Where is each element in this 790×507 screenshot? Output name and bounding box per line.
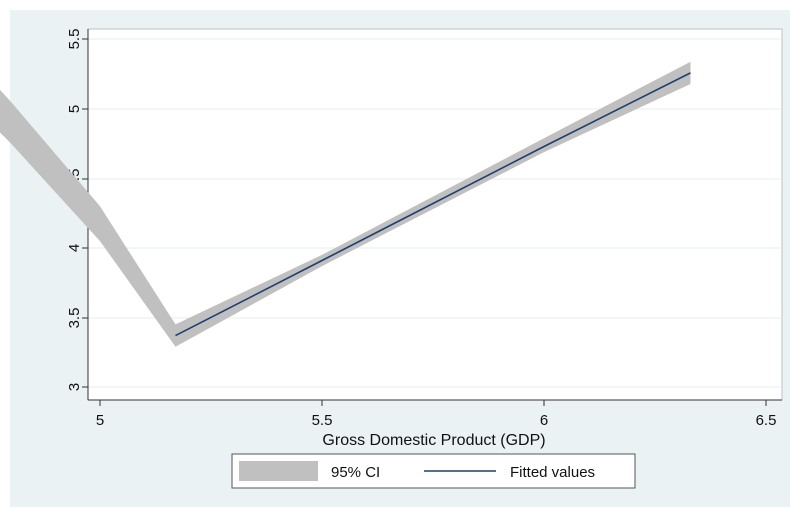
series-layer (0, 61, 691, 347)
y-tick-label: 3.5 (66, 308, 83, 329)
y-tick-label: 4 (66, 244, 83, 252)
legend: 95% CI Fitted values (231, 453, 636, 489)
legend-label-fitted: Fitted values (510, 464, 595, 481)
x-tick-label: 6.5 (756, 412, 777, 429)
y-tick-label: 3 (66, 383, 83, 391)
x-axis: 5 5.5 6 6.5 (88, 399, 782, 429)
fitted-values-line (175, 72, 691, 337)
y-tick-label: 5.5 (66, 29, 83, 50)
x-axis-title: Gross Domestic Product (GDP) (322, 432, 545, 449)
legend-label-ci: 95% CI (331, 464, 380, 481)
x-tick-label: 6 (540, 412, 548, 429)
y-tick-label: 5 (66, 105, 83, 113)
x-tick-label: 5 (96, 412, 104, 429)
legend-swatch-ci (239, 461, 318, 481)
x-tick-label: 5.5 (312, 412, 333, 429)
